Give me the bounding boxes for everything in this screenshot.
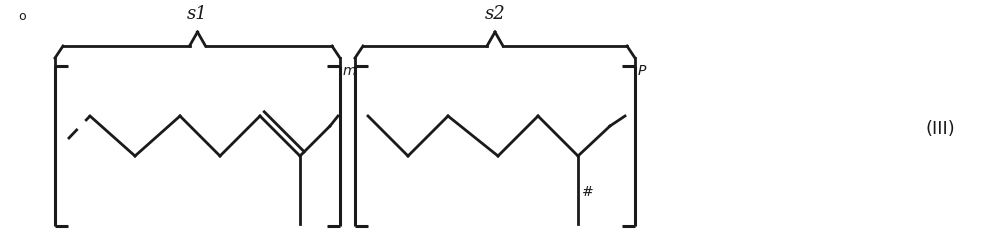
Text: o: o bbox=[18, 10, 26, 22]
Text: m: m bbox=[343, 64, 356, 78]
Text: s2: s2 bbox=[485, 5, 505, 23]
Text: #: # bbox=[582, 185, 594, 199]
Text: P: P bbox=[638, 64, 646, 78]
Text: (III): (III) bbox=[925, 120, 955, 138]
Text: s1: s1 bbox=[187, 5, 208, 23]
